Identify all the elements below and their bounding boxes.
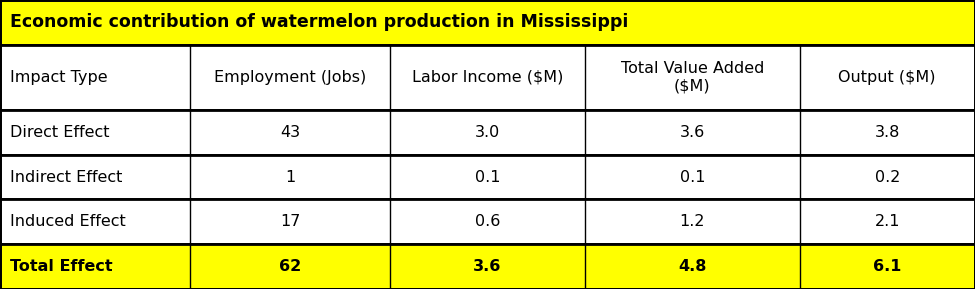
Text: Economic contribution of watermelon production in Mississippi: Economic contribution of watermelon prod… (10, 13, 628, 32)
Text: 4.8: 4.8 (678, 259, 707, 274)
Text: Direct Effect: Direct Effect (10, 125, 109, 140)
Text: Indirect Effect: Indirect Effect (10, 170, 122, 184)
Text: 0.1: 0.1 (475, 170, 500, 184)
Text: 17: 17 (280, 214, 300, 229)
Text: Output ($M): Output ($M) (838, 70, 936, 85)
Bar (0, 155, 975, 199)
Bar (0, 244, 975, 289)
Text: 3.6: 3.6 (680, 125, 705, 140)
Text: 3.0: 3.0 (475, 125, 500, 140)
Bar (0, 0, 975, 45)
Text: 6.1: 6.1 (873, 259, 902, 274)
Text: Total Effect: Total Effect (10, 259, 112, 274)
Text: Labor Income ($M): Labor Income ($M) (411, 70, 564, 85)
Bar (0, 199, 975, 244)
Text: 0.1: 0.1 (680, 170, 705, 184)
Bar (0, 45, 975, 110)
Text: 0.6: 0.6 (475, 214, 500, 229)
Text: 1: 1 (285, 170, 295, 184)
Text: Induced Effect: Induced Effect (10, 214, 126, 229)
Bar (0, 110, 975, 155)
Text: 62: 62 (279, 259, 301, 274)
Text: 3.6: 3.6 (473, 259, 502, 274)
Text: 0.2: 0.2 (875, 170, 900, 184)
Text: Total Value Added
($M): Total Value Added ($M) (620, 61, 764, 94)
Text: Impact Type: Impact Type (10, 70, 107, 85)
Text: 1.2: 1.2 (680, 214, 705, 229)
Text: 2.1: 2.1 (875, 214, 900, 229)
Text: 43: 43 (280, 125, 300, 140)
Text: Employment (Jobs): Employment (Jobs) (214, 70, 367, 85)
Text: 3.8: 3.8 (875, 125, 900, 140)
